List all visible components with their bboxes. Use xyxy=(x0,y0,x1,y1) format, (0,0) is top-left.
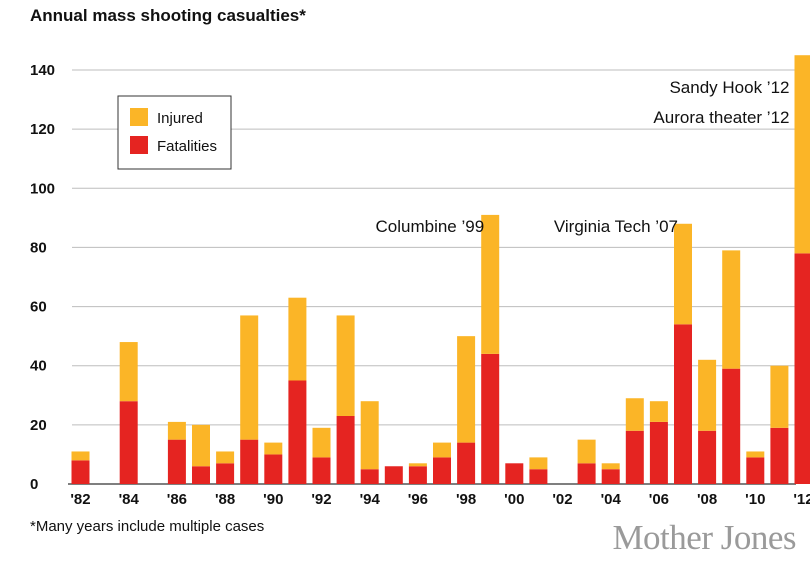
bar-injured xyxy=(408,463,427,467)
bar-injured xyxy=(288,297,307,381)
x-tick-label: '10 xyxy=(745,491,765,508)
bar-injured xyxy=(794,55,810,254)
y-tick-label: 0 xyxy=(30,476,38,493)
annotation-label: Sandy Hook ’12 xyxy=(669,78,789,97)
bar-fatalities xyxy=(698,430,717,484)
bar-injured xyxy=(649,401,668,422)
x-tick-label: '12 xyxy=(793,491,810,508)
bar-fatalities xyxy=(119,401,138,484)
bar-fatalities xyxy=(481,353,500,484)
bar-injured xyxy=(192,424,210,467)
x-tick-label: '84 xyxy=(119,491,140,508)
bar-fatalities xyxy=(674,324,692,484)
bar-injured xyxy=(577,439,596,464)
bar-fatalities xyxy=(167,439,186,484)
footnote: *Many years include multiple cases xyxy=(30,518,265,535)
bar-injured xyxy=(770,365,789,428)
bar-injured xyxy=(240,315,259,440)
bar-fatalities xyxy=(746,457,765,484)
bar-fatalities xyxy=(71,460,90,484)
x-tick-label: '82 xyxy=(70,491,90,508)
bar-injured xyxy=(167,421,186,440)
bar-fatalities xyxy=(577,463,596,484)
bar-fatalities xyxy=(649,421,668,484)
bar-injured xyxy=(746,451,765,458)
x-tick-label: '06 xyxy=(649,491,669,508)
x-tick-labels: '82 '84 '86 '88 '90 '92 '94 '96 '98 '00 '02 '04 '06 '… xyxy=(70,491,810,508)
bar-injured xyxy=(264,442,283,455)
x-tick-label: '04 xyxy=(601,491,622,508)
bar-injured xyxy=(312,427,331,458)
bar-injured xyxy=(457,336,476,443)
y-tick-label: 100 xyxy=(30,180,55,197)
x-tick-label: '88 xyxy=(215,491,235,508)
annotations: Columbine ’99 Virginia Tech ’07 Aurora the… xyxy=(376,78,790,236)
legend-swatch-injured xyxy=(130,108,148,126)
x-tick-label: '86 xyxy=(167,491,187,508)
bar-fatalities xyxy=(529,469,548,484)
y-tick-label: 80 xyxy=(30,239,47,256)
bar-fatalities xyxy=(240,439,259,484)
bars xyxy=(71,55,810,484)
bar-fatalities xyxy=(505,463,524,484)
x-tick-label: '00 xyxy=(504,491,524,508)
chart-title: Annual mass shooting casualties* xyxy=(30,6,306,25)
bar-fatalities xyxy=(601,469,620,484)
bar-injured xyxy=(336,315,355,416)
bar-injured xyxy=(625,398,644,431)
x-tick-label: '92 xyxy=(311,491,331,508)
bar-fatalities xyxy=(794,253,810,484)
bar-injured xyxy=(216,451,235,464)
bar-injured xyxy=(698,359,717,431)
bar-fatalities xyxy=(216,463,235,484)
y-tick-label: 120 xyxy=(30,121,55,138)
bar-fatalities xyxy=(312,457,331,484)
y-tick-labels: 0 20 40 60 80 100 120 140 xyxy=(30,62,55,493)
brand-logo-text: Mother Jones xyxy=(612,518,796,557)
legend-label-injured: Injured xyxy=(157,110,203,127)
legend-label-fatalities: Fatalities xyxy=(157,138,217,155)
bar-injured xyxy=(71,451,90,461)
bar-fatalities xyxy=(722,368,741,484)
y-tick-label: 60 xyxy=(30,299,47,316)
bar-fatalities xyxy=(408,466,427,484)
bar-fatalities xyxy=(770,427,789,484)
bar-fatalities xyxy=(336,415,355,484)
bar-fatalities xyxy=(192,466,210,484)
y-tick-label: 20 xyxy=(30,417,47,434)
bar-injured xyxy=(119,342,138,402)
x-tick-label: '98 xyxy=(456,491,476,508)
bar-injured xyxy=(481,214,500,354)
bar-injured xyxy=(360,401,379,470)
legend-swatch-fatalities xyxy=(130,136,148,154)
annotation-label: Aurora theater ’12 xyxy=(653,108,789,127)
y-tick-label: 140 xyxy=(30,62,55,79)
bar-injured xyxy=(674,223,692,325)
bar-fatalities xyxy=(384,466,403,484)
annotation-label: Virginia Tech ’07 xyxy=(554,217,678,236)
bar-fatalities xyxy=(360,469,379,484)
annotation-label: Columbine ’99 xyxy=(376,217,485,236)
y-tick-label: 40 xyxy=(30,358,47,375)
bar-injured xyxy=(722,250,741,369)
legend-box xyxy=(117,95,232,170)
bar-fatalities xyxy=(264,454,283,484)
x-tick-label: '08 xyxy=(697,491,717,508)
x-tick-label: '02 xyxy=(552,491,572,508)
bar-fatalities xyxy=(625,430,644,484)
legend: Injured Fatalities xyxy=(117,95,232,170)
bar-fatalities xyxy=(288,380,307,484)
bar-injured xyxy=(529,457,548,470)
bar-injured xyxy=(601,463,620,470)
bar-fatalities xyxy=(457,442,476,484)
x-tick-label: '94 xyxy=(360,491,381,508)
x-tick-label: '96 xyxy=(408,491,428,508)
bar-fatalities xyxy=(433,457,451,484)
bar-injured xyxy=(433,442,451,458)
x-tick-label: '90 xyxy=(263,491,283,508)
